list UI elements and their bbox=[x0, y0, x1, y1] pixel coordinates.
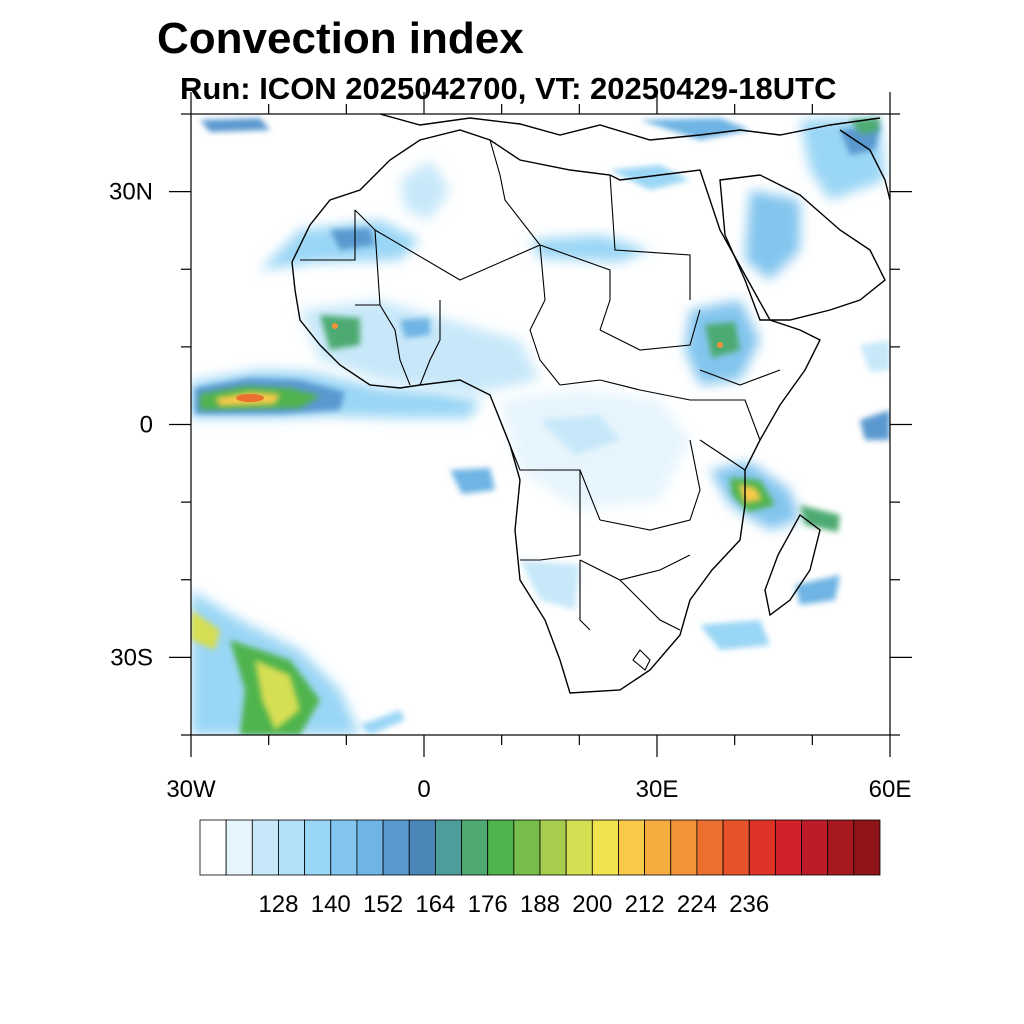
convection-field bbox=[191, 118, 890, 735]
colorbar-swatch bbox=[539, 819, 567, 876]
colorbar-swatch bbox=[801, 819, 829, 876]
y-tick-label: 0 bbox=[140, 412, 153, 439]
arabian-peninsula bbox=[719, 174, 886, 321]
iran-coast bbox=[839, 129, 890, 201]
colorbar-label: 176 bbox=[468, 891, 508, 918]
colorbar-swatch bbox=[774, 819, 802, 876]
colorbar-swatch bbox=[618, 819, 646, 876]
x-tick-label: 0 bbox=[417, 776, 430, 803]
region-tanzania bbox=[710, 462, 840, 532]
region-atlantic-equator bbox=[191, 370, 480, 418]
colorbar-label: 128 bbox=[258, 891, 298, 918]
colorbar-swatch bbox=[722, 819, 750, 876]
colorbar-label: 188 bbox=[520, 891, 560, 918]
colorbar-swatch bbox=[827, 819, 855, 876]
region-congo bbox=[450, 340, 890, 650]
colorbar-swatch bbox=[461, 819, 489, 876]
colorbar-label: 140 bbox=[311, 891, 351, 918]
colorbar-swatch bbox=[696, 819, 724, 876]
chart-title: Convection index bbox=[157, 14, 524, 63]
colorbar-swatch bbox=[251, 819, 279, 876]
colorbar-swatch bbox=[434, 819, 462, 876]
colorbar-swatch bbox=[591, 819, 619, 876]
colorbar-label: 164 bbox=[415, 891, 455, 918]
colorbar-swatch bbox=[670, 819, 698, 876]
colorbar-label: 224 bbox=[677, 891, 717, 918]
colorbar-swatch bbox=[408, 819, 436, 876]
colorbar-label: 200 bbox=[572, 891, 612, 918]
region-south-atlantic bbox=[191, 590, 405, 735]
colorbar-label: 236 bbox=[729, 891, 769, 918]
country-borders bbox=[300, 139, 781, 671]
colorbar-swatch bbox=[304, 819, 332, 876]
region-north-africa bbox=[200, 118, 750, 270]
x-tick-label: 30W bbox=[166, 776, 216, 803]
region-arabia bbox=[745, 118, 885, 280]
africa-coastline bbox=[291, 129, 821, 694]
colorbar-swatch bbox=[565, 819, 593, 876]
colorbar-label: 212 bbox=[625, 891, 665, 918]
coastlines bbox=[291, 114, 890, 694]
colorbar-swatch bbox=[644, 819, 672, 876]
colorbar-swatch bbox=[330, 819, 358, 876]
madagascar bbox=[764, 513, 821, 617]
x-tick-label: 30E bbox=[636, 776, 679, 803]
colorbar: 128 140 152 164 176 188 200 212 224 236 bbox=[199, 819, 881, 918]
colorbar-swatch bbox=[853, 819, 881, 876]
colorbar-swatch bbox=[748, 819, 776, 876]
colorbar-swatch bbox=[382, 819, 410, 876]
colorbar-label: 152 bbox=[363, 891, 403, 918]
colorbar-swatch bbox=[513, 819, 541, 876]
axis-ticks: 30W 0 30E 60E 30N 0 30S bbox=[109, 92, 912, 803]
colorbar-swatch bbox=[356, 819, 384, 876]
colorbar-swatch bbox=[225, 819, 253, 876]
mediterranean-north bbox=[379, 114, 881, 141]
colorbar-swatch bbox=[199, 819, 227, 876]
region-ethiopia bbox=[685, 300, 760, 385]
chart-subtitle: Run: ICON 2025042700, VT: 20250429-18UTC bbox=[180, 71, 837, 106]
y-tick-label: 30N bbox=[109, 179, 153, 206]
x-tick-label: 60E bbox=[869, 776, 912, 803]
colorbar-swatch bbox=[487, 819, 515, 876]
y-tick-label: 30S bbox=[110, 644, 153, 671]
colorbar-swatch bbox=[278, 819, 306, 876]
region-west-africa bbox=[300, 300, 540, 395]
